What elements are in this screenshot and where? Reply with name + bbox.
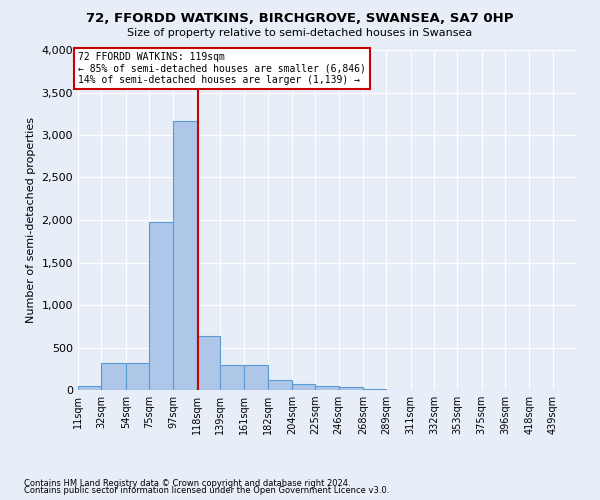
Y-axis label: Number of semi-detached properties: Number of semi-detached properties <box>26 117 36 323</box>
Text: 72, FFORDD WATKINS, BIRCHGROVE, SWANSEA, SA7 0HP: 72, FFORDD WATKINS, BIRCHGROVE, SWANSEA,… <box>86 12 514 26</box>
Bar <box>338 388 363 390</box>
Bar <box>363 388 386 390</box>
Bar <box>268 380 292 390</box>
Bar <box>220 365 244 390</box>
Text: Contains public sector information licensed under the Open Government Licence v3: Contains public sector information licen… <box>24 486 389 495</box>
Text: 72 FFORDD WATKINS: 119sqm
← 85% of semi-detached houses are smaller (6,846)
14% : 72 FFORDD WATKINS: 119sqm ← 85% of semi-… <box>78 52 366 85</box>
Text: Size of property relative to semi-detached houses in Swansea: Size of property relative to semi-detach… <box>127 28 473 38</box>
Bar <box>197 336 220 390</box>
Bar <box>316 386 338 390</box>
Bar <box>244 365 268 390</box>
Bar <box>125 363 149 390</box>
Bar <box>78 386 101 390</box>
Bar <box>292 384 316 390</box>
Bar <box>149 222 173 390</box>
Bar <box>101 363 125 390</box>
Text: Contains HM Land Registry data © Crown copyright and database right 2024.: Contains HM Land Registry data © Crown c… <box>24 478 350 488</box>
Bar <box>173 120 197 390</box>
